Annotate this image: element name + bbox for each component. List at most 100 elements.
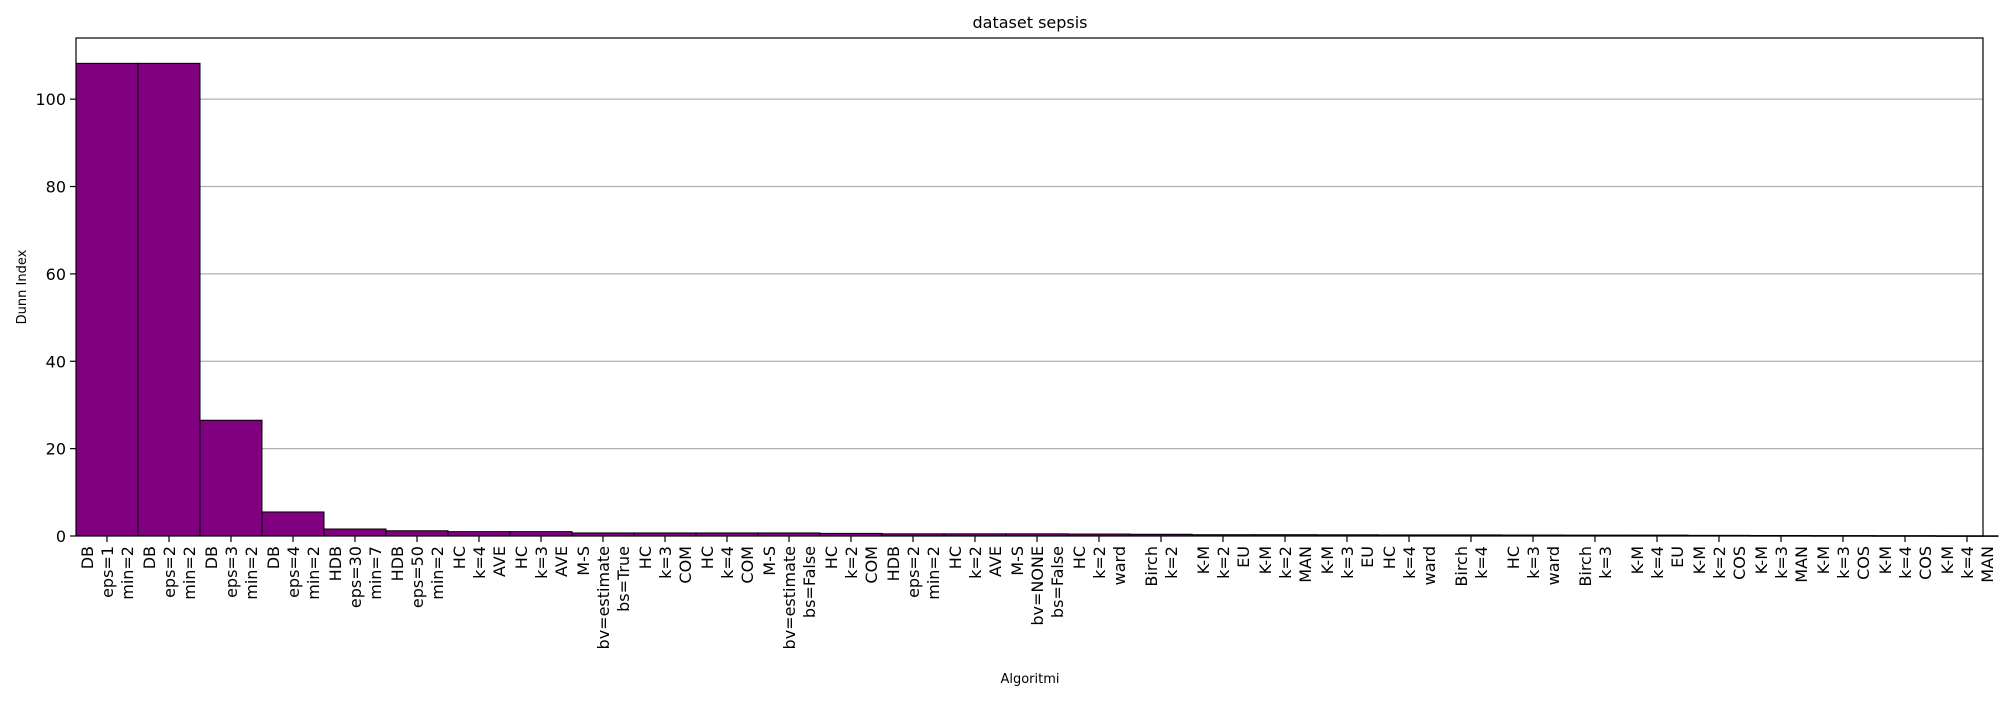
x-tick-label: min=2 [428,546,447,600]
bar [509,531,573,537]
x-tick-label: DB [264,546,283,569]
bar [137,62,201,537]
x-tick-label: min=2 [304,546,323,600]
bar [385,530,449,537]
bar [323,528,387,537]
x-tick-label: DB [202,546,221,569]
x-tick-label: k=4 [470,546,489,579]
x-tick-label: k=4 [1896,546,1915,579]
bar [75,62,139,537]
plot-frame [75,37,1984,537]
x-tick-label: COM [676,546,695,584]
x-tick-label: K-M [1628,546,1647,574]
x-tick-label: HC [1380,546,1399,569]
x-tick-label: k=3 [1524,546,1543,579]
x-tick-label: eps=2 [904,546,923,598]
x-tick-label: AVE [552,546,571,577]
bars [75,62,1999,537]
x-tick-label: K-M [1814,546,1833,574]
bar [447,531,511,537]
x-tick-label: HDB [326,546,345,581]
x-tick-label: min=2 [180,546,199,600]
x-tick-label: bv=estimate [594,546,613,649]
x-tick-label: bs=False [800,546,819,618]
x-axis-ticks: DB eps=1 min=2 DB eps=2 min=2 DB eps=3 min=2 DB ep… [78,536,1997,649]
x-tick-label: k=4 [1958,546,1977,579]
x-tick-label: min=2 [242,546,261,600]
x-tick-label: DB [78,546,97,569]
x-tick-label: HC [636,546,655,569]
bar [261,511,325,537]
x-tick-label: HC [822,546,841,569]
x-tick-label: min=7 [366,546,385,600]
y-tick-label: 40 [46,352,66,371]
x-tick-label: ward [1110,546,1129,585]
x-tick-label: HC [946,546,965,569]
x-tick-label: K-M [1876,546,1895,574]
x-tick-label: k=3 [1338,546,1357,579]
x-tick-label: bs=False [1048,546,1067,618]
x-tick-label: HDB [884,546,903,581]
x-tick-label: M-S [760,546,779,576]
x-tick-label: bv=estimate [780,546,799,649]
x-tick-label: k=3 [1834,546,1853,579]
x-tick-label: eps=50 [408,546,427,608]
bar [199,419,263,537]
y-tick-label: 80 [46,178,66,197]
x-tick-label: k=2 [1162,546,1181,579]
x-tick-label: min=2 [118,546,137,600]
x-tick-label: bs=True [614,546,633,612]
x-tick-label: HC [698,546,717,569]
x-tick-label: COM [738,546,757,584]
x-tick-label: k=3 [1772,546,1791,579]
x-tick-label: Birch [1576,546,1595,587]
x-tick-label: k=2 [1090,546,1109,579]
x-tick-label: K-M [1938,546,1957,574]
x-tick-label: k=2 [842,546,861,579]
x-tick-label: eps=2 [160,546,179,598]
x-tick-label: k=4 [1648,546,1667,579]
x-tick-label: K-M [1256,546,1275,574]
x-tick-label: eps=3 [222,546,241,598]
y-tick-label: 100 [35,90,66,109]
x-tick-label: COS [1854,546,1873,580]
x-tick-label: COS [1916,546,1935,580]
x-tick-label: eps=1 [98,546,117,598]
x-tick-label: k=4 [1472,546,1491,579]
x-tick-label: K-M [1318,546,1337,574]
x-tick-label: EU [1234,546,1253,568]
x-tick-label: k=4 [718,546,737,579]
x-tick-label: k=4 [1400,546,1419,579]
y-axis-ticks: 0 20 40 60 80 100 [35,90,76,546]
x-tick-label: k=2 [1276,546,1295,579]
x-tick-label: ward [1420,546,1439,585]
x-tick-label: EU [1358,546,1377,568]
x-tick-label: MAN [1978,546,1997,583]
x-tick-label: K-M [1690,546,1709,574]
y-tick-label: 60 [46,265,66,284]
x-tick-label: MAN [1792,546,1811,583]
x-tick-label: HC [1504,546,1523,569]
x-tick-label: k=2 [966,546,985,579]
x-tick-label: AVE [490,546,509,577]
x-tick-label: M-S [1008,546,1027,576]
x-tick-label: HDB [388,546,407,581]
x-tick-label: DB [140,546,159,569]
x-tick-label: ward [1544,546,1563,585]
x-tick-label: bv=NONE [1028,546,1047,626]
x-tick-label: COS [1730,546,1749,580]
x-tick-label: HC [1070,546,1089,569]
x-axis-label: Algoritmi [1000,672,1059,687]
x-tick-label: eps=4 [284,546,303,598]
y-tick-label: 20 [46,440,66,459]
x-tick-label: MAN [1296,546,1315,583]
x-tick-label: k=2 [1214,546,1233,579]
x-tick-label: min=2 [924,546,943,600]
x-tick-label: k=3 [1596,546,1615,579]
x-tick-label: EU [1668,546,1687,568]
x-tick-label: M-S [574,546,593,576]
x-tick-label: AVE [986,546,1005,577]
chart-title: dataset sepsis [972,13,1087,32]
